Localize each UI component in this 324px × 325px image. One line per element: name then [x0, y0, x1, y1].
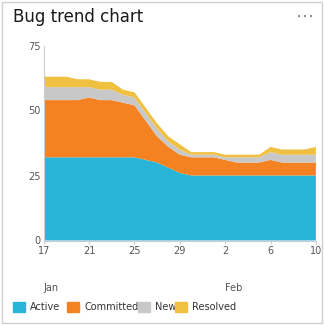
Text: Bug trend chart: Bug trend chart	[13, 8, 143, 26]
Text: Resolved: Resolved	[192, 302, 237, 312]
Text: Jan: Jan	[44, 283, 59, 293]
Text: Active: Active	[30, 302, 60, 312]
Text: New: New	[155, 302, 176, 312]
Text: ⋯: ⋯	[296, 8, 314, 26]
Text: Feb: Feb	[225, 283, 243, 293]
Text: Committed: Committed	[84, 302, 138, 312]
